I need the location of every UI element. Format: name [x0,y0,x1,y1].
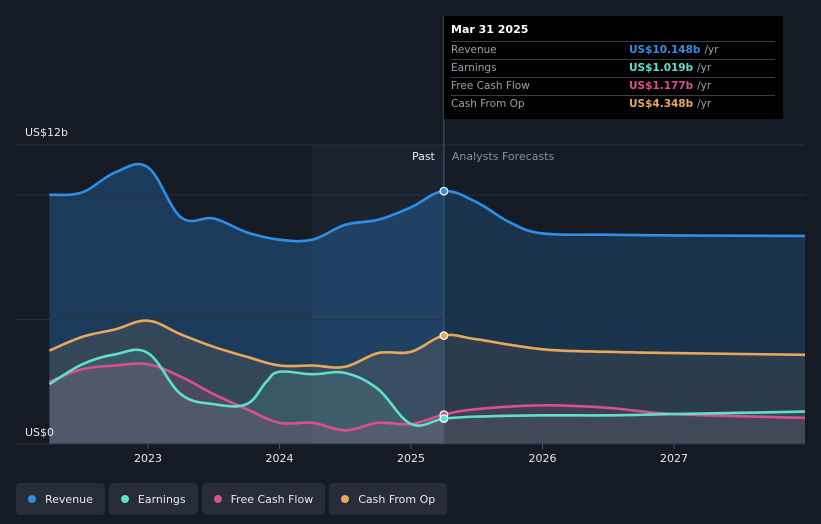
marker-cash-from-op [439,331,449,341]
tooltip-value: US$4.348b [629,98,694,110]
legend-label: Cash From Op [358,492,436,506]
tooltip-label: Revenue [451,44,497,56]
legend-item-cash-from-op[interactable]: Cash From Op [329,483,448,515]
line-free-cash-flow [48,362,806,432]
tooltip-unit: /yr [704,44,719,56]
legend-label: Earnings [137,492,186,506]
legend: Revenue Earnings Free Cash Flow Cash Fro… [16,483,448,515]
tooltip-label: Earnings [451,62,497,74]
area-cash-from-op [49,320,805,444]
x-tick-label: 2023 [134,452,162,465]
legend-item-earnings[interactable]: Earnings [108,483,198,515]
x-tick-label: 2027 [660,452,688,465]
area-free-cash-flow [49,363,805,444]
line-earnings [48,348,806,427]
x-tick-label: 2025 [397,452,425,465]
tooltip-label: Cash From Op [451,98,525,110]
legend-item-revenue[interactable]: Revenue [16,483,105,515]
legend-label: Free Cash Flow [230,492,314,506]
tooltip-value: US$1.177b [629,80,694,92]
tooltip-row-free-cash-flow: Free Cash Flow US$1.177b /yr [451,77,775,95]
earnings-dot-icon [120,495,129,503]
line-cash-from-op [48,319,806,369]
tooltip-date: Mar 31 2025 [451,23,529,36]
tooltip-row-earnings: Earnings US$1.019b /yr [451,59,775,77]
y-axis-min-label: US$0 [25,426,54,439]
cash-from-op-dot-icon [341,495,350,503]
tooltip-unit: /yr [697,80,712,92]
revenue-dot-icon [28,495,36,503]
series-lines [48,162,806,432]
tooltip-label: Free Cash Flow [451,80,530,92]
series-areas [49,145,805,444]
past-label: Past [412,150,436,163]
forecast-label: Analysts Forecasts [452,150,555,163]
tooltip-value: US$1.019b [629,62,694,74]
y-axis-max-label: US$12b [25,126,68,139]
marker-revenue [439,186,449,196]
chart-canvas: US$12b US$0 Past Analysts Forecasts 2023… [16,16,806,465]
tooltip-row-cash-from-op: Cash From Op US$4.348b /yr [451,95,775,113]
line-revenue [49,162,806,243]
area-revenue [49,164,805,444]
forecast-shade [443,145,805,444]
legend-item-free-cash-flow[interactable]: Free Cash Flow [201,483,326,515]
area-earnings [49,349,805,444]
x-tick-label: 2026 [529,452,557,465]
tooltip-unit: /yr [697,62,712,74]
tooltip: Mar 31 2025 Revenue US$10.148b /yr Earni… [444,16,783,119]
legend-label: Revenue [45,492,93,506]
marker-earnings [439,414,449,424]
tooltip-value: US$10.148b [629,44,701,56]
series-markers [439,186,449,424]
tooltip-row-revenue: Revenue US$10.148b /yr [451,41,775,59]
x-tick-label: 2024 [266,452,294,465]
tooltip-unit: /yr [697,98,712,110]
x-axis-ticks: 2023 2024 2025 2026 2027 [134,444,688,465]
free-cash-flow-dot-icon [213,495,222,503]
